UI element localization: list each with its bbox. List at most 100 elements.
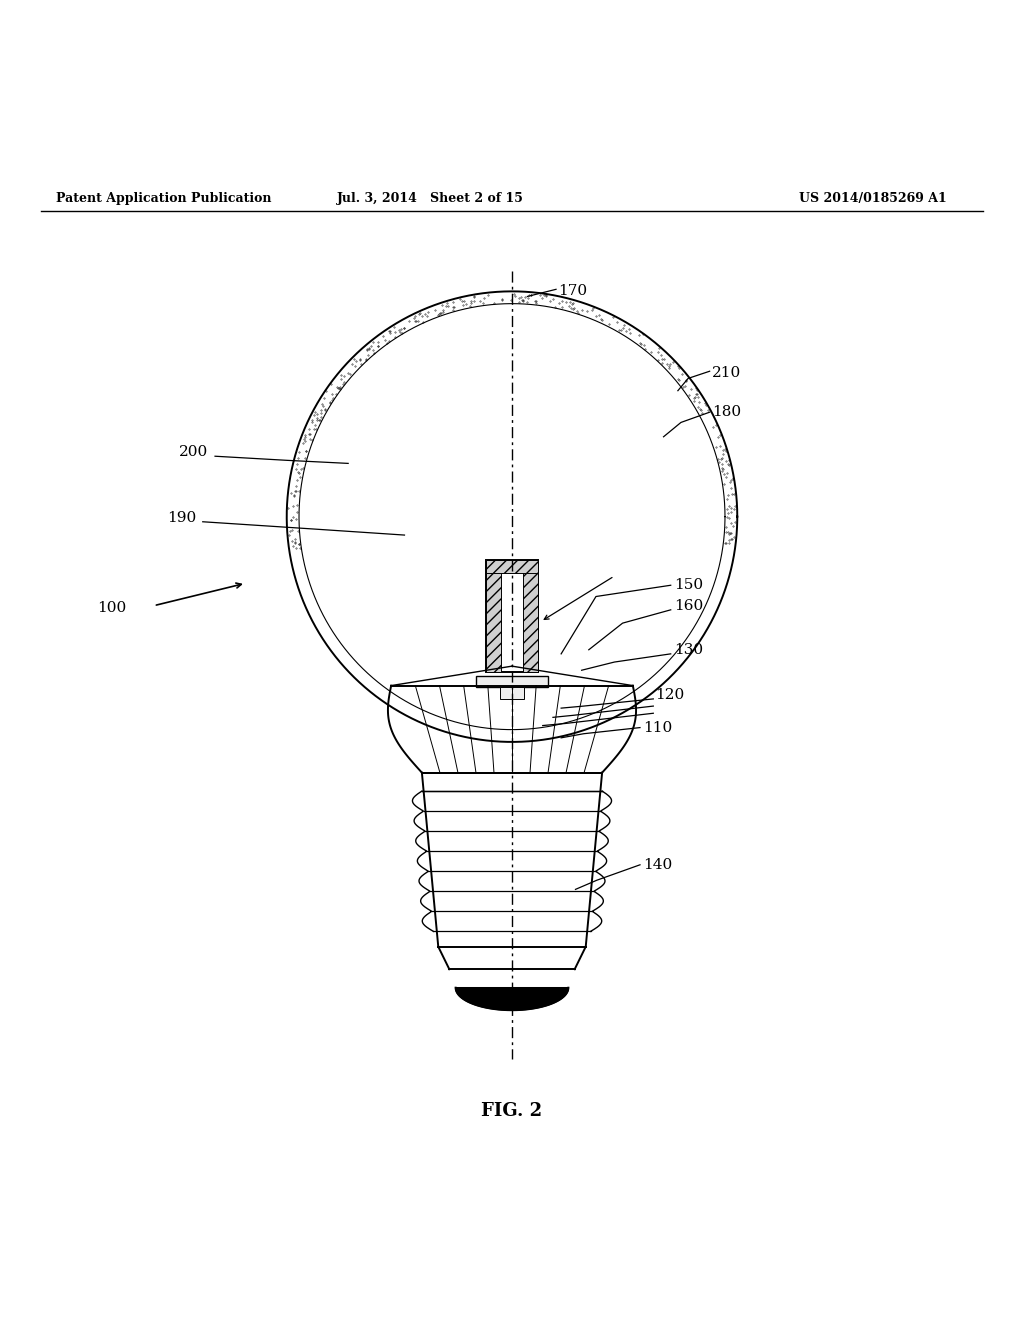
Point [562,292,579,313]
Point [434,301,451,322]
Point [329,376,345,397]
Point [725,467,741,488]
Text: US 2014/0185269 A1: US 2014/0185269 A1 [799,191,946,205]
Point [298,441,314,462]
Point [714,454,730,475]
Point [458,293,474,314]
Point [716,463,732,484]
Point [288,458,304,479]
Point [616,314,633,335]
Point [547,296,563,317]
Bar [523,560,538,672]
Point [332,376,348,397]
Point [720,484,736,506]
Point [414,305,430,326]
Point [285,495,301,516]
Point [717,532,733,553]
Point [336,366,352,387]
Bar [486,560,538,573]
Point [643,342,659,363]
Point [691,399,708,420]
Point [677,376,693,397]
Point [688,383,705,404]
Point [618,321,635,342]
Point [694,403,711,424]
Point [715,444,731,465]
Point [358,339,375,360]
Point [622,323,638,345]
Point [726,483,742,504]
Point [306,414,323,436]
Point [580,300,596,321]
Point [361,338,378,359]
Point [621,318,637,339]
Point [714,458,730,479]
Point [633,334,649,355]
Point [713,447,729,469]
Point [697,395,714,416]
Point [466,290,482,312]
Point [553,290,569,312]
Point [304,412,321,433]
Point [291,480,307,502]
Point [455,294,471,315]
Point [631,325,647,346]
Point [717,450,733,471]
Point [301,424,317,445]
Point [610,319,627,341]
Point [727,495,743,516]
Point [288,508,304,529]
Text: 190: 190 [167,511,197,525]
Point [360,345,377,366]
Point [370,335,386,356]
Point [427,300,443,321]
Point [714,461,730,482]
Point [671,370,687,391]
Point [594,309,610,330]
Point [289,454,305,475]
Point [719,498,735,519]
Point [304,409,321,430]
Point [687,378,703,399]
Point [287,532,303,553]
Point [632,333,648,354]
Point [462,296,478,317]
Point [420,302,436,323]
Point [366,343,382,364]
Point [411,304,427,325]
Point [722,471,738,492]
Point [593,309,609,330]
Point [723,470,739,491]
Point [358,348,375,370]
Bar [486,560,538,672]
Point [440,296,457,317]
Point [407,308,423,329]
Point [311,409,328,430]
Point [721,523,737,544]
Point [289,469,305,490]
Point [678,371,694,392]
Point [514,290,530,312]
Text: 140: 140 [643,858,673,873]
Point [719,462,735,483]
Point [288,528,304,549]
Point [719,488,735,510]
Point [286,486,302,507]
Point [564,292,581,313]
Point [569,302,586,323]
Point [291,533,307,554]
Point [417,304,433,325]
Point [333,368,349,389]
Point [714,447,730,469]
Point [696,392,713,413]
Point [295,458,311,479]
Point [377,330,393,351]
Point [480,284,497,305]
Point [304,429,321,450]
Point [415,312,431,333]
Point [387,321,403,342]
Point [282,520,298,541]
Text: 180: 180 [712,405,740,420]
Point [653,345,670,366]
Point [317,400,334,421]
